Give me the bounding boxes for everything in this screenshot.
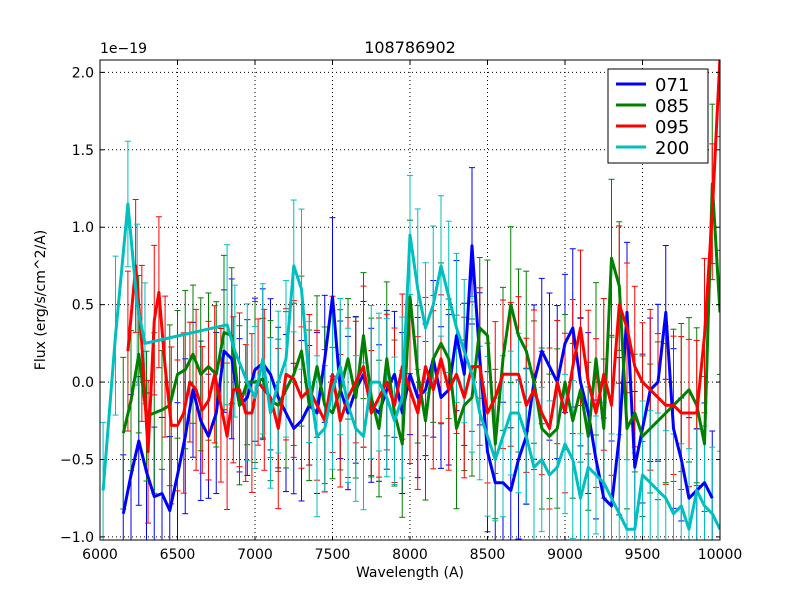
ticks: 6000 6500 7000 7500 8000 8500 9000 9500 10000 −1.… [60,60,742,563]
x-tick-label: 9500 [625,547,661,563]
legend-label-200: 200 [655,138,689,159]
y-tick-label: −0.5 [60,452,94,468]
x-tick-label: 10000 [698,547,743,563]
chart-title: 108786902 [364,38,456,57]
x-axis-label: Wavelength (A) [356,565,464,581]
x-tick-label: 6000 [82,547,118,563]
y-tick-label: 0.5 [72,298,94,314]
y-tick-label: 0.0 [72,375,94,391]
series-line-071 [121,244,714,514]
y-tick-label: 1.5 [72,143,94,159]
lines [101,60,720,531]
x-tick-label: 6500 [160,547,196,563]
x-tick-label: 7500 [315,547,351,563]
y-tick-label: 1.0 [72,220,94,236]
y-tick-label: −1.0 [60,530,94,546]
x-tick-label: 8500 [470,547,506,563]
x-tick-label: 9000 [547,547,583,563]
legend-label-095: 095 [655,117,689,138]
y-axis-label: Flux (erg/s/cm^2/A) [33,230,49,370]
x-tick-label: 7000 [237,547,273,563]
legend-label-071: 071 [655,75,689,96]
y-offset-label: 1e−19 [100,41,147,57]
plot-area [100,60,720,540]
x-tick-label: 8000 [392,547,428,563]
series-line-095 [126,60,720,454]
series-line-200 [101,202,720,531]
y-tick-label: 2.0 [72,65,94,81]
legend-label-085: 085 [655,96,689,117]
